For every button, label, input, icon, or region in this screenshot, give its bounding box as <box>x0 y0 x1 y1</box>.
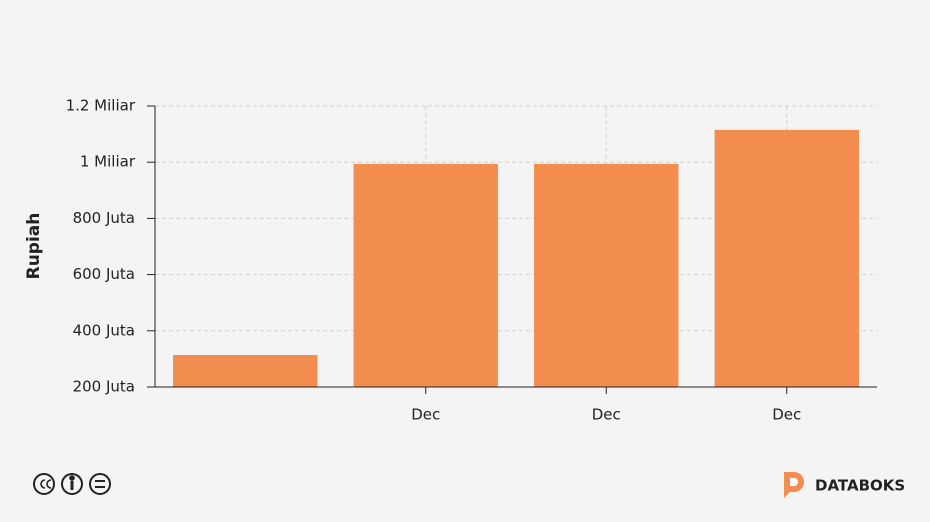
bar <box>714 129 859 387</box>
y-tick-label: 200 Juta <box>73 378 135 396</box>
y-tick-label: 1.2 Miliar <box>66 97 136 115</box>
bar <box>173 354 318 387</box>
brand-logo <box>784 472 804 498</box>
y-tick-label: 400 Juta <box>73 321 135 339</box>
bar <box>534 163 679 387</box>
x-tick-label: Dec <box>592 406 621 424</box>
y-tick-label: 600 Juta <box>73 265 135 283</box>
y-tick-label: 800 Juta <box>73 209 135 227</box>
x-tick-label: Dec <box>411 406 440 424</box>
y-tick-label: 1 Miliar <box>80 153 136 171</box>
license-icons <box>33 473 111 495</box>
y-axis-title: Rupiah <box>24 213 44 280</box>
bar <box>353 163 498 387</box>
brand-name: DATABOKS <box>815 477 905 495</box>
x-tick-label: Dec <box>772 406 801 424</box>
